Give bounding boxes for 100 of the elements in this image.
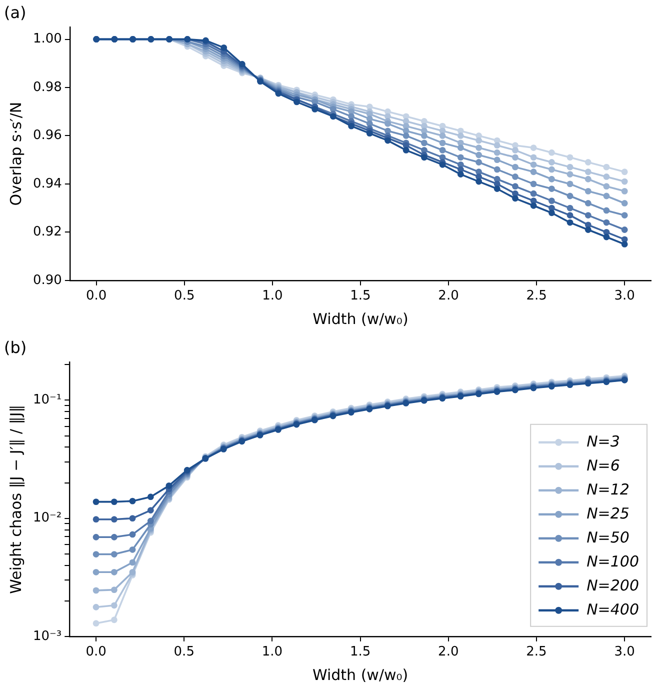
point — [548, 159, 555, 166]
point — [92, 551, 100, 558]
point — [147, 494, 154, 500]
point — [384, 120, 391, 127]
point — [512, 174, 518, 180]
point — [457, 171, 464, 178]
point — [566, 204, 574, 212]
point — [584, 176, 592, 182]
point — [384, 137, 391, 144]
point — [530, 168, 537, 176]
point — [110, 498, 118, 506]
point — [530, 161, 537, 168]
point — [566, 154, 574, 161]
point — [439, 132, 446, 139]
point — [621, 200, 628, 206]
point — [348, 122, 355, 130]
point — [512, 183, 518, 190]
point — [530, 190, 537, 197]
point — [512, 164, 518, 170]
point — [530, 202, 537, 209]
point — [92, 587, 100, 594]
point — [294, 98, 300, 106]
x-tick-label: 0.5 — [174, 644, 194, 660]
point — [129, 515, 136, 522]
point — [603, 219, 610, 226]
point — [110, 551, 118, 558]
legend-label: N=50 — [586, 528, 630, 546]
x-tick-label: 0.0 — [86, 644, 106, 660]
point — [92, 568, 100, 576]
point — [147, 507, 154, 514]
legend-label: N=400 — [586, 600, 639, 618]
point — [621, 178, 628, 185]
x-tick-label: 2.5 — [526, 288, 547, 304]
point — [494, 186, 500, 192]
legend-label: N=6 — [586, 456, 620, 474]
point — [548, 166, 555, 173]
point — [421, 154, 428, 161]
y-tick-label: 10⁻¹ — [32, 392, 62, 408]
point — [457, 154, 464, 161]
point — [476, 178, 482, 185]
y-tick-label: 0.94 — [32, 176, 62, 192]
point — [584, 188, 592, 194]
point — [494, 156, 500, 164]
point — [603, 192, 610, 200]
point — [621, 212, 628, 218]
point — [402, 132, 410, 139]
y-tick-label: 10⁻² — [32, 510, 62, 526]
point — [110, 534, 118, 540]
point — [421, 140, 428, 146]
point — [476, 137, 482, 144]
y-tick-label: 0.96 — [32, 128, 62, 144]
y-tick-label: 0.90 — [32, 272, 62, 288]
point — [621, 241, 628, 248]
point — [166, 482, 172, 489]
point — [603, 174, 610, 180]
point — [603, 164, 610, 170]
x-tick-label: 0.5 — [174, 288, 195, 304]
point — [566, 212, 574, 218]
point — [548, 176, 555, 182]
point — [402, 146, 410, 154]
point — [421, 132, 428, 139]
point — [566, 180, 574, 188]
y-axis-title: Overlap s·s′/N — [6, 102, 25, 206]
point — [476, 144, 482, 151]
y-axis-title: Weight chaos ‖J − J′‖ / ‖J‖ — [6, 404, 25, 594]
point — [110, 516, 118, 523]
point — [584, 200, 592, 206]
point — [512, 146, 518, 154]
point — [603, 234, 610, 240]
point — [129, 531, 136, 538]
point — [110, 602, 118, 609]
x-axis-title: Width (w/w₀) — [312, 666, 408, 684]
legend-label: N=200 — [586, 576, 639, 594]
point — [621, 188, 628, 194]
legend-label: N=25 — [586, 504, 630, 522]
point — [566, 164, 574, 170]
point — [566, 219, 574, 226]
point — [92, 498, 100, 506]
point — [476, 152, 482, 158]
point — [603, 183, 610, 190]
point — [129, 559, 136, 566]
x-tick-label: 0.0 — [86, 288, 107, 304]
y-tick-label: 10⁻³ — [32, 628, 62, 644]
x-tick-label: 1.5 — [350, 288, 371, 304]
y-tick-label: 0.92 — [32, 224, 62, 240]
x-tick-label: 1.5 — [350, 644, 371, 660]
point — [584, 159, 592, 166]
legend-label: N=12 — [586, 480, 630, 498]
x-tick-label: 2.0 — [438, 644, 459, 660]
point — [129, 498, 136, 504]
x-tick-label: 2.0 — [438, 288, 459, 304]
legend-label: N=3 — [586, 432, 620, 450]
point — [366, 130, 373, 137]
point — [584, 168, 592, 176]
point — [110, 616, 118, 624]
chart-title: (a) — [4, 2, 26, 22]
point — [92, 516, 100, 523]
point — [548, 210, 555, 216]
point — [512, 195, 518, 202]
point — [494, 149, 500, 156]
